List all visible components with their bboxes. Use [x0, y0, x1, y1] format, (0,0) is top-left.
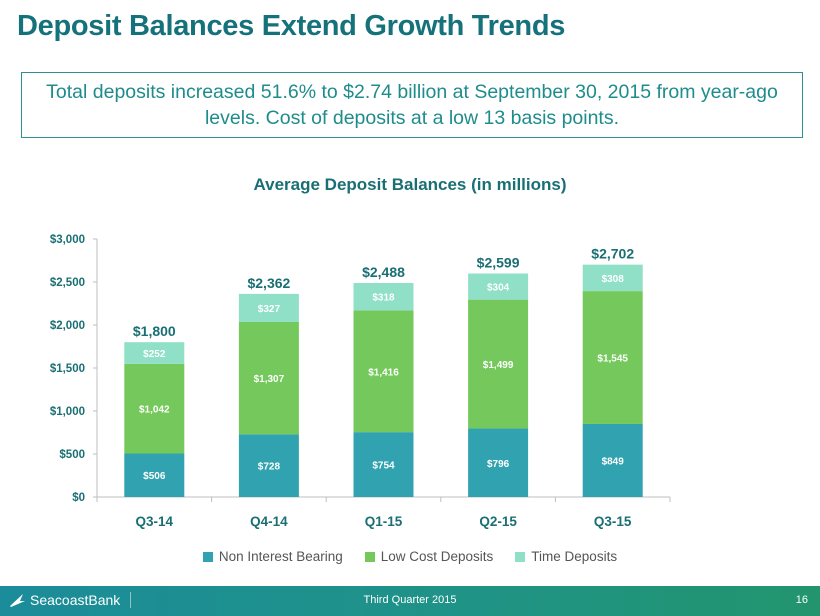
footer-period: Third Quarter 2015 — [363, 594, 457, 606]
bar-segment — [124, 342, 185, 364]
bar-segment — [582, 423, 643, 497]
y-tick-label: $3,000 — [50, 234, 85, 246]
bar-segment-label: $754 — [372, 461, 395, 472]
bar-segment — [468, 428, 529, 497]
bar-segment-label: $796 — [487, 459, 510, 470]
bar-segment — [582, 264, 643, 292]
x-category-label: Q3-14 — [136, 514, 174, 529]
x-category-label: Q1-15 — [365, 514, 403, 529]
bar-segment-label: $1,416 — [368, 367, 399, 378]
seacoast-logo: SeacoastBank — [8, 592, 132, 608]
bar-segment-label: $849 — [602, 456, 625, 467]
chart-title: Average Deposit Balances (in millions) — [253, 175, 567, 194]
bar-segment — [353, 283, 414, 311]
y-tick-label: $1,500 — [50, 363, 85, 375]
bar-segment-label: $1,545 — [597, 354, 628, 365]
bar-segment — [238, 434, 299, 497]
y-tick-label: $2,000 — [50, 320, 85, 332]
x-category-label: Q2-15 — [479, 514, 517, 529]
bar-segment — [582, 291, 643, 424]
y-tick-label: $500 — [59, 449, 85, 461]
legend-label: Non Interest Bearing — [218, 549, 343, 564]
legend-swatch — [515, 551, 526, 562]
logo-divider — [130, 592, 132, 608]
slide-title: Deposit Balances Extend Growth Trends — [17, 10, 566, 42]
legend-swatch — [202, 551, 213, 562]
legend-item-non-interest-bearing: Non Interest Bearing — [202, 549, 343, 564]
logo-text: SeacoastBank — [30, 592, 121, 608]
bar-segment-label: $304 — [487, 283, 510, 294]
footer-bar: SeacoastBank Third Quarter 2015 16 — [0, 586, 820, 616]
y-tick-label: $1,000 — [50, 406, 85, 418]
bar-segment — [124, 363, 185, 454]
sail-logo-icon — [10, 594, 25, 607]
bar-segment-label: $506 — [143, 471, 166, 482]
bar-segment-label: $308 — [602, 274, 625, 285]
bar-segment-label: $318 — [372, 293, 395, 304]
bar-segment-label: $1,307 — [254, 374, 285, 385]
bar-total-label: $2,362 — [247, 275, 290, 291]
bar-segment-label: $1,499 — [483, 360, 514, 371]
bar-segment — [353, 432, 414, 497]
legend-item-time-deposits: Time Deposits — [515, 549, 617, 564]
bar-segment-label: $327 — [258, 304, 281, 315]
stacked-bar-chart: $0 $500 $1,000 $1,500 $2,000 $2,500 $3,000 $506… — [50, 234, 671, 529]
bar-segment — [468, 299, 529, 429]
y-tick-label: $0 — [72, 492, 85, 504]
legend-item-low-cost-deposits: Low Cost Deposits — [364, 549, 494, 564]
bar-segment-label: $252 — [143, 349, 166, 360]
bar-segment — [238, 293, 299, 322]
x-category-label: Q4-14 — [250, 514, 288, 529]
bar-segment — [353, 310, 414, 433]
page-number: 16 — [795, 594, 808, 606]
bar-total-label: $1,800 — [133, 323, 176, 339]
x-category-label: Q3-15 — [594, 514, 632, 529]
bar-segment-label: $728 — [258, 462, 281, 473]
chart-legend: Non Interest Bearing Low Cost Deposits T… — [0, 549, 820, 564]
bar-segment — [238, 321, 299, 435]
legend-swatch — [364, 551, 375, 562]
bar-segment — [468, 273, 529, 300]
bar-segment — [124, 453, 185, 497]
callout-box: Total deposits increased 51.6% to $2.74 … — [21, 72, 803, 138]
legend-label: Time Deposits — [531, 549, 618, 564]
bar-total-label: $2,702 — [591, 246, 634, 262]
bar-total-label: $2,599 — [477, 254, 520, 270]
legend-label: Low Cost Deposits — [380, 549, 494, 564]
y-tick-label: $2,500 — [50, 277, 85, 289]
bar-total-label: $2,488 — [362, 264, 405, 280]
bar-segment-label: $1,042 — [139, 405, 170, 416]
callout-text: Total deposits increased 51.6% to $2.74 … — [46, 81, 778, 129]
